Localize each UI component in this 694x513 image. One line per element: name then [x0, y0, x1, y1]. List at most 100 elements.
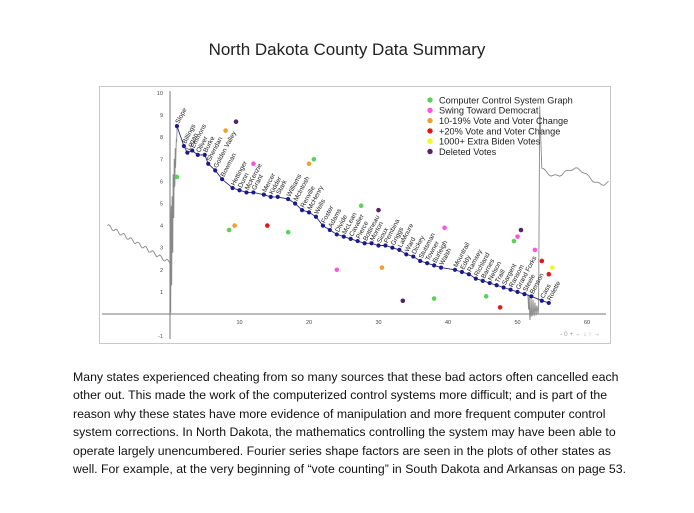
x-tick-label: 10: [236, 320, 242, 326]
category-marker: [483, 294, 489, 299]
county-point: [362, 241, 367, 246]
legend-swatch: [427, 138, 433, 144]
category-marker: [174, 174, 180, 180]
county-point: [275, 194, 280, 199]
county-point: [522, 292, 527, 297]
county-point: [181, 143, 186, 149]
category-marker: [232, 223, 237, 228]
county-point: [286, 196, 291, 202]
county-point: [261, 192, 266, 197]
legend-swatch: [427, 107, 433, 113]
county-point: [452, 267, 458, 272]
county-point: [411, 254, 416, 259]
county-label: Slope: [175, 107, 189, 125]
county-point: [466, 272, 471, 277]
category-marker: [546, 271, 552, 277]
category-marker: [379, 265, 385, 270]
category-marker: [233, 119, 239, 125]
caption-paragraph: Many states experienced cheating from so…: [73, 370, 627, 477]
right-wave-curve: [527, 106, 609, 321]
category-marker: [265, 223, 270, 228]
y-tick-label: 8: [160, 135, 163, 141]
county-point: [174, 124, 180, 129]
county-point: [397, 247, 402, 253]
category-marker: [497, 305, 503, 310]
category-marker: [431, 296, 437, 301]
y-tick-label: 5: [160, 202, 163, 208]
legend-label: Deleted Votes: [439, 147, 497, 157]
left-wave-curve: [107, 126, 178, 313]
category-marker: [334, 267, 340, 273]
county-point: [341, 234, 346, 239]
category-marker: [311, 157, 317, 162]
county-point: [390, 245, 395, 250]
county-point: [355, 238, 360, 244]
category-marker: [358, 203, 364, 209]
chart-toolbar-glyphs: - 0 + ← ↓ ↑ →: [560, 331, 600, 338]
county-point: [404, 252, 409, 257]
chart-panel: -1 1 2 3 4 5 6 7 8 9 10 10 20 30 40 50 60 Slope Billings Lo…: [99, 86, 611, 344]
y-tick-label: 2: [160, 268, 163, 274]
county-point: [480, 278, 485, 283]
legend-swatch: [427, 148, 433, 155]
legend-swatch: [427, 97, 433, 103]
category-marker: [518, 227, 524, 233]
county-point: [185, 150, 190, 155]
county-point: [369, 241, 374, 246]
category-marker: [226, 227, 232, 233]
county-point: [327, 227, 332, 233]
y-tick-label: 4: [160, 224, 163, 230]
category-marker: [285, 229, 291, 235]
category-marker: [515, 234, 520, 239]
county-point: [299, 208, 305, 213]
county-point: [313, 214, 319, 219]
county-point: [383, 243, 388, 248]
x-tick-label: 20: [306, 320, 312, 326]
category-marker: [539, 258, 545, 264]
x-tick-label: 60: [584, 320, 590, 326]
legend-label: 1000+ Extra Biden Votes: [439, 137, 541, 147]
x-tick-label: 40: [445, 320, 451, 326]
category-marker: [549, 265, 555, 270]
county-point: [546, 300, 551, 306]
category-marker: [400, 298, 406, 304]
county-point: [438, 265, 444, 270]
y-tick-label: 6: [160, 179, 163, 185]
y-tick-label: 9: [160, 113, 163, 119]
county-point: [244, 190, 249, 195]
county-point: [293, 201, 298, 206]
legend-swatch: [427, 128, 433, 134]
county-point: [539, 298, 544, 303]
county-point: [432, 263, 437, 268]
county-point: [206, 161, 211, 166]
county-point: [251, 190, 256, 195]
x-tick-label: 30: [375, 320, 381, 326]
county-point: [376, 243, 381, 248]
county-point: [418, 258, 423, 264]
category-marker: [532, 247, 538, 253]
county-point: [348, 236, 353, 241]
county-point: [230, 185, 235, 191]
county-point: [425, 261, 430, 266]
y-tick-label: 7: [160, 157, 163, 163]
county-point: [501, 285, 506, 290]
county-point: [213, 168, 218, 173]
county-point: [529, 294, 534, 299]
category-marker: [511, 238, 517, 244]
x-tick-label: 50: [514, 320, 520, 326]
y-tick-label: 3: [160, 246, 163, 252]
category-marker: [376, 207, 381, 213]
county-point: [487, 280, 492, 286]
y-tick-label: 10: [157, 91, 163, 97]
county-point: [334, 232, 339, 237]
county-point: [202, 152, 207, 157]
category-marker: [223, 128, 228, 133]
y-tick-label: -1: [158, 334, 163, 340]
county-point: [237, 188, 242, 193]
county-point: [220, 177, 225, 182]
legend-label: +20% Vote and Voter Change: [439, 126, 560, 136]
page-title: North Dakota County Data Summary: [208, 40, 486, 59]
category-marker: [442, 225, 447, 231]
legend-swatch: [427, 117, 433, 124]
